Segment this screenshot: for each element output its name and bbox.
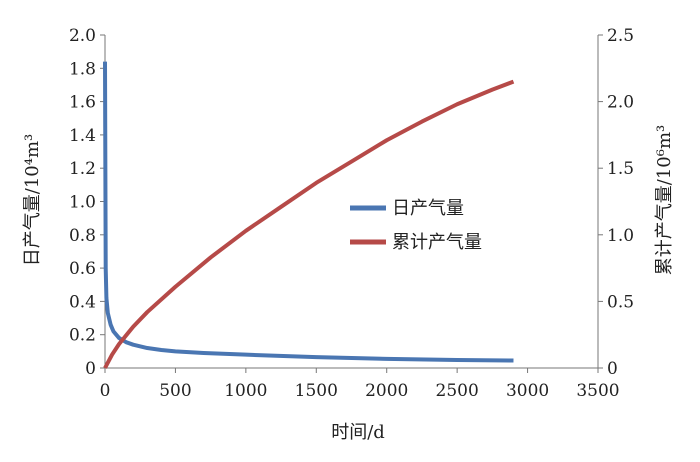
axes: [100, 34, 603, 373]
right-y-tick-label: 1.0: [607, 226, 634, 246]
x-tick-labels: 0 500 1000 1500 2000 2500 3000 3500: [100, 381, 620, 401]
legend-label-cumulative: 累计产气量: [392, 232, 482, 253]
right-y-tick-label: 1.5: [607, 159, 634, 179]
left-y-tick-label: 1.4: [69, 126, 96, 146]
left-y-tick-label: 0.6: [69, 259, 96, 279]
right-y-tick-label: 0: [607, 359, 618, 379]
left-y-tick-label: 0.8: [69, 226, 96, 246]
x-tick-label: 0: [100, 381, 111, 401]
left-y-tick-label: 2.0: [69, 26, 96, 46]
left-y-tick-label: 1.8: [69, 59, 96, 79]
left-y-tick-labels: 0 0.2 0.4 0.6 0.8 1.0 1.2 1.4 1.6 1.8 2.0: [69, 26, 96, 379]
x-tick-label: 3000: [506, 381, 549, 401]
left-y-tick-label: 1.2: [69, 159, 96, 179]
x-tick-label: 2000: [365, 381, 408, 401]
left-y-tick-label: 1.0: [69, 193, 96, 213]
right-y-tick-label: 0.5: [607, 292, 634, 312]
daily-production-line: [103, 61, 514, 363]
right-y-tick-label: 2.0: [607, 93, 634, 113]
x-tick-label: 2500: [436, 381, 479, 401]
legend: 日产气量 累计产气量: [350, 198, 482, 253]
x-tick-label: 1500: [295, 381, 338, 401]
x-tick-label: 3500: [576, 381, 619, 401]
right-y-tick-label: 2.5: [607, 26, 634, 46]
legend-label-daily: 日产气量: [392, 198, 464, 219]
x-axis-title: 时间/d: [331, 422, 385, 443]
left-y-tick-label: 0: [85, 359, 96, 379]
right-y-tick-labels: 0 0.5 1.0 1.5 2.0 2.5: [607, 26, 634, 379]
right-y-axis-title: 累计产气量/10⁶m³: [654, 125, 675, 275]
left-y-axis-title: 日产气量/10⁴m³: [22, 134, 43, 266]
cumulative-production-line: [103, 79, 515, 369]
series-lines: [103, 61, 515, 369]
x-tick-label: 1000: [224, 381, 267, 401]
left-y-tick-label: 0.4: [69, 292, 96, 312]
x-tick-label: 500: [159, 381, 191, 401]
left-y-tick-label: 1.6: [69, 93, 96, 113]
left-y-tick-label: 0.2: [69, 326, 96, 346]
